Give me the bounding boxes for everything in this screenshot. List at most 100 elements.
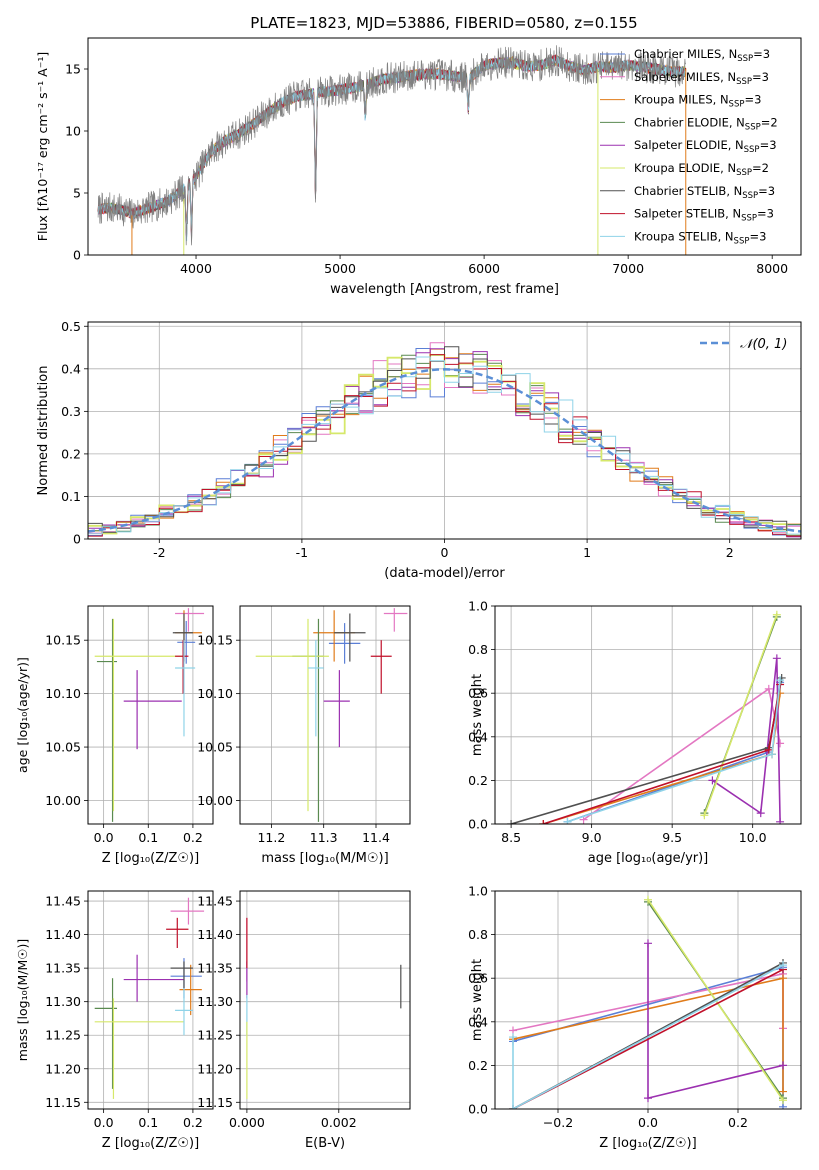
weight-line-8 xyxy=(512,964,784,1109)
axes-frame xyxy=(87,321,802,540)
axes-frame xyxy=(494,605,802,825)
y-axis-label: Flux [fλ10⁻¹⁷ erg cm⁻² s⁻¹ A⁻¹] xyxy=(35,52,50,241)
weight-marker xyxy=(708,776,717,785)
y-tick-label: 0 xyxy=(73,248,81,263)
weight-marker xyxy=(644,939,652,948)
x-tick-label: 0.000 xyxy=(229,1115,265,1130)
legend-label: Salpeter STELIB, NSSP=3 xyxy=(634,207,774,224)
y-tick-label: 11.25 xyxy=(45,1028,81,1043)
legend-label: Kroupa STELIB, NSSP=3 xyxy=(634,229,766,246)
weight-line-4 xyxy=(647,943,784,1100)
age_vs_Z-points xyxy=(94,608,205,822)
legend-value: =3 xyxy=(758,184,775,198)
legend-label: 𝒩(0, 1) xyxy=(740,337,787,352)
mass_vs_EBV-points xyxy=(246,917,402,1099)
x-tick-label: 0.2 xyxy=(728,1115,748,1130)
legend-label: Salpeter ELODIE, NSSP=3 xyxy=(634,138,777,155)
x-tick-label: 4000 xyxy=(180,261,212,276)
x-axis-label: mass [log₁₀(M/M☉)] xyxy=(261,851,388,866)
weight-marker xyxy=(539,820,548,824)
y-tick-label: 0.6 xyxy=(468,971,488,986)
x-tick-label: −0.2 xyxy=(543,1115,573,1130)
y-tick-label: 11.15 xyxy=(197,1095,233,1110)
y-tick-label: 5 xyxy=(73,186,81,201)
weight-marker xyxy=(644,1094,652,1103)
y-tick-label: 15 xyxy=(65,62,81,77)
x-axis-label: Z [log₁₀(Z/Z☉)] xyxy=(599,1136,696,1151)
y-tick-label: 11.30 xyxy=(197,994,233,1009)
legend-label: Kroupa MILES, NSSP=3 xyxy=(634,93,761,110)
x-tick-label: 7000 xyxy=(612,261,644,276)
x-tick-label: 5000 xyxy=(324,261,356,276)
legend-subscript: SSP xyxy=(741,214,757,224)
weight-line-1 xyxy=(583,687,781,821)
y-tick-label: 1.0 xyxy=(468,599,488,614)
x-tick-label: 11.4 xyxy=(362,830,390,845)
axes-frame xyxy=(239,890,411,1110)
figure-title: PLATE=1823, MJD=53886, FIBERID=0580, z=0… xyxy=(250,14,637,32)
y-tick-label: 10 xyxy=(65,124,81,139)
y-tick-label: 0.4 xyxy=(61,361,81,376)
weight_vs_Z-panel: −0.2 0.0 0.2 0.0 0.2 0.4 0.6 0.8 1.0 Z [log₁₀(Z/Z… xyxy=(468,884,802,1151)
x-tick-label: 11.3 xyxy=(310,830,338,845)
legend-value: =3 xyxy=(744,93,761,107)
weight-marker xyxy=(563,817,572,824)
weight-marker xyxy=(779,961,787,970)
weight-marker xyxy=(764,745,773,754)
y-tick-label: 0.6 xyxy=(468,686,488,701)
legend-subscript: SSP xyxy=(736,77,752,87)
weight-marker xyxy=(700,811,709,820)
legend-subscript: SSP xyxy=(729,100,745,110)
weight-marker xyxy=(644,895,652,904)
legend-subscript: SSP xyxy=(742,191,758,201)
legend-value: =3 xyxy=(752,70,769,84)
y-axis-label: age [log₁₀(age/yr)] xyxy=(15,657,30,773)
age_vs_Z-panel: 0.0 0.1 0.2 10.00 10.05 10.10 10.15 Z [log₁₀(Z/… xyxy=(15,605,214,866)
weight-marker xyxy=(507,820,516,824)
spectrum-data-line xyxy=(97,45,687,246)
y-tick-label: 10.15 xyxy=(45,633,81,648)
legend-subscript: SSP xyxy=(736,168,752,178)
y-tick-label: 10.15 xyxy=(197,633,233,648)
x-tick-label: 8000 xyxy=(756,261,788,276)
x-tick-label: 2 xyxy=(726,545,734,560)
y-tick-label: 0.0 xyxy=(468,1102,488,1117)
x-tick-label: 0.0 xyxy=(638,1115,658,1130)
weight-marker xyxy=(772,610,781,619)
y-tick-label: 10.10 xyxy=(45,686,81,701)
legend-label: Salpeter MILES, NSSP=3 xyxy=(634,70,769,87)
y-tick-label: 0.4 xyxy=(468,729,488,744)
y-tick-label: 0.8 xyxy=(468,927,488,942)
y-tick-label: 10.00 xyxy=(45,793,81,808)
weight-marker xyxy=(756,809,765,818)
x-tick-label: 11.2 xyxy=(257,830,285,845)
y-tick-label: 11.35 xyxy=(197,961,233,976)
weight-line-6 xyxy=(510,677,783,824)
y-tick-label: 0.4 xyxy=(468,1014,488,1029)
y-tick-label: 10.10 xyxy=(197,686,233,701)
legend-value: =3 xyxy=(760,138,777,152)
x-tick-label: 9.0 xyxy=(582,830,602,845)
weight-marker xyxy=(776,817,785,824)
normal-reference-curve xyxy=(88,368,801,533)
mass_vs_Z-points xyxy=(94,897,205,1099)
axes-frame xyxy=(87,605,214,825)
spectrum-lines xyxy=(97,45,687,255)
y-tick-label: 10.00 xyxy=(197,793,233,808)
legend-subscript: SSP xyxy=(737,54,753,64)
y-tick-label: 10.05 xyxy=(197,740,233,755)
x-tick-label: -1 xyxy=(296,545,308,560)
x-tick-label: 1 xyxy=(583,545,591,560)
y-tick-label: 11.40 xyxy=(45,927,81,942)
y-tick-label: 0.3 xyxy=(61,404,81,419)
axes-frame xyxy=(87,37,802,256)
y-tick-label: 1.0 xyxy=(468,884,488,899)
x-tick-label: 0.2 xyxy=(183,1115,203,1130)
legend-value: =2 xyxy=(761,115,778,129)
legend-value: =3 xyxy=(753,47,770,61)
y-tick-label: 0.8 xyxy=(468,642,488,657)
y-tick-label: 0.2 xyxy=(468,1058,488,1073)
y-axis-label: Normed distribution xyxy=(36,366,51,496)
